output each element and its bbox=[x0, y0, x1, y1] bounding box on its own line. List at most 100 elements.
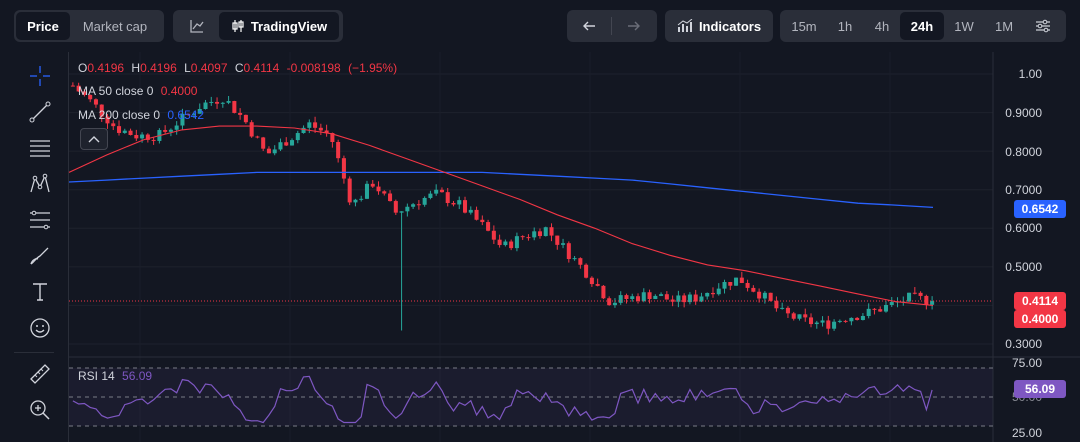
price-axis-label: 0.3000 bbox=[1005, 337, 1042, 351]
collapse-legend-button[interactable] bbox=[80, 128, 108, 150]
candle-body bbox=[808, 317, 814, 325]
emoji-tool[interactable] bbox=[24, 312, 56, 344]
last-price-tag: 0.4114 bbox=[1014, 292, 1066, 310]
rsi-axis-label: 25.00 bbox=[1011, 426, 1042, 440]
brush-tool[interactable] bbox=[24, 240, 56, 272]
candle-body bbox=[843, 320, 848, 322]
candle-body bbox=[728, 282, 733, 286]
candle-body bbox=[336, 141, 341, 159]
rsi-label: RSI 14 bbox=[78, 369, 115, 383]
candle-body bbox=[82, 91, 87, 95]
rsi-legend[interactable]: RSI 14 56.09 bbox=[78, 369, 152, 383]
candle-body bbox=[341, 158, 346, 179]
candle-body bbox=[474, 209, 479, 220]
line-chart-icon bbox=[190, 20, 204, 33]
candle-body bbox=[618, 295, 623, 303]
price-axis-label: 0.9000 bbox=[1005, 106, 1042, 120]
candle-body bbox=[555, 235, 560, 245]
horizontal-lines-tool[interactable] bbox=[24, 132, 56, 164]
candle-body bbox=[860, 315, 865, 321]
candle-body bbox=[832, 321, 837, 329]
pattern-tool[interactable] bbox=[24, 168, 56, 200]
candle-body bbox=[601, 285, 606, 299]
low-label: L bbox=[184, 61, 191, 75]
candle-body bbox=[174, 125, 179, 130]
candle-body bbox=[278, 142, 283, 150]
open-value: 0.4196 bbox=[87, 61, 125, 75]
candle-body bbox=[93, 99, 98, 105]
candle-body bbox=[468, 209, 473, 213]
trend-line-tool[interactable] bbox=[24, 96, 56, 128]
drawing-toolbar bbox=[0, 52, 69, 442]
price-axis-label: 0.6000 bbox=[1005, 221, 1042, 235]
timeframe-1h[interactable]: 1h bbox=[837, 18, 853, 34]
candle-body bbox=[445, 192, 450, 204]
candle-body bbox=[762, 292, 767, 299]
candle-body bbox=[491, 230, 496, 240]
ma50-legend[interactable]: MA 50 close 0 0.4000 bbox=[78, 84, 197, 98]
arrow-right-icon bbox=[628, 21, 640, 31]
candle-body bbox=[659, 294, 664, 296]
candle-body bbox=[774, 300, 779, 309]
candle-body bbox=[209, 101, 214, 103]
timeframe-15m[interactable]: 15m bbox=[791, 18, 817, 34]
undo-button[interactable] bbox=[567, 12, 611, 40]
candle-body bbox=[197, 109, 202, 114]
candle-body bbox=[797, 314, 802, 319]
candle-body bbox=[434, 189, 439, 194]
mode-switch: Price Market cap bbox=[14, 10, 164, 42]
candle-body bbox=[630, 296, 635, 300]
candle-body bbox=[514, 236, 519, 249]
price-axis-label: 0.7000 bbox=[1005, 183, 1042, 197]
candle-body bbox=[866, 308, 871, 316]
timeframe-4h[interactable]: 4h bbox=[874, 18, 890, 34]
candle-body bbox=[428, 193, 433, 198]
ruler-icon bbox=[30, 364, 50, 384]
redo-button[interactable] bbox=[612, 12, 656, 40]
ma200-legend[interactable]: MA 200 close 0 0.6542 bbox=[78, 108, 204, 122]
crosshair-tool[interactable] bbox=[24, 60, 56, 92]
ma50-label: MA 50 close 0 bbox=[78, 84, 154, 98]
tab-market-cap[interactable]: Market cap bbox=[82, 18, 148, 34]
candle-body bbox=[924, 295, 929, 305]
timeframe-1w[interactable]: 1W bbox=[954, 18, 974, 34]
candle-body bbox=[347, 178, 352, 203]
pattern-icon bbox=[30, 173, 50, 193]
candle-body bbox=[255, 136, 260, 138]
candle-body bbox=[607, 298, 612, 306]
fib-tool[interactable] bbox=[24, 204, 56, 236]
candle-body bbox=[411, 204, 416, 207]
candle-body bbox=[849, 317, 854, 322]
tradingview-button[interactable]: TradingView bbox=[219, 12, 339, 40]
candle-body bbox=[930, 301, 935, 305]
candle-body bbox=[399, 211, 404, 213]
candle-body bbox=[739, 277, 744, 283]
indicators-icon bbox=[677, 19, 693, 32]
candle-body bbox=[664, 294, 669, 300]
candle-body bbox=[191, 113, 197, 115]
zoom-tool[interactable] bbox=[24, 394, 56, 426]
ma200-line bbox=[68, 171, 934, 209]
timeframe-24h[interactable]: 24h bbox=[900, 12, 944, 40]
crosshair-icon bbox=[30, 66, 50, 86]
candle-body bbox=[584, 264, 589, 278]
ruler-tool[interactable] bbox=[24, 358, 56, 390]
chart-settings-button[interactable] bbox=[1024, 12, 1062, 40]
undo-redo-group bbox=[567, 10, 657, 42]
toolbar-divider bbox=[14, 352, 54, 353]
line-chart-button[interactable] bbox=[175, 12, 219, 40]
text-tool[interactable] bbox=[24, 276, 56, 308]
tab-price[interactable]: Price bbox=[16, 12, 70, 40]
candle-body bbox=[918, 292, 923, 296]
candle-body bbox=[422, 197, 427, 205]
candle-body bbox=[313, 122, 318, 128]
candle-body bbox=[134, 134, 139, 139]
indicators-button[interactable]: Indicators bbox=[665, 10, 773, 42]
low-value: 0.4097 bbox=[190, 61, 228, 75]
candle-body bbox=[883, 304, 889, 312]
timeframe-1m[interactable]: 1M bbox=[994, 18, 1014, 34]
candle-body bbox=[220, 102, 225, 104]
arrow-left-icon bbox=[583, 21, 595, 31]
candle-body bbox=[168, 129, 173, 132]
